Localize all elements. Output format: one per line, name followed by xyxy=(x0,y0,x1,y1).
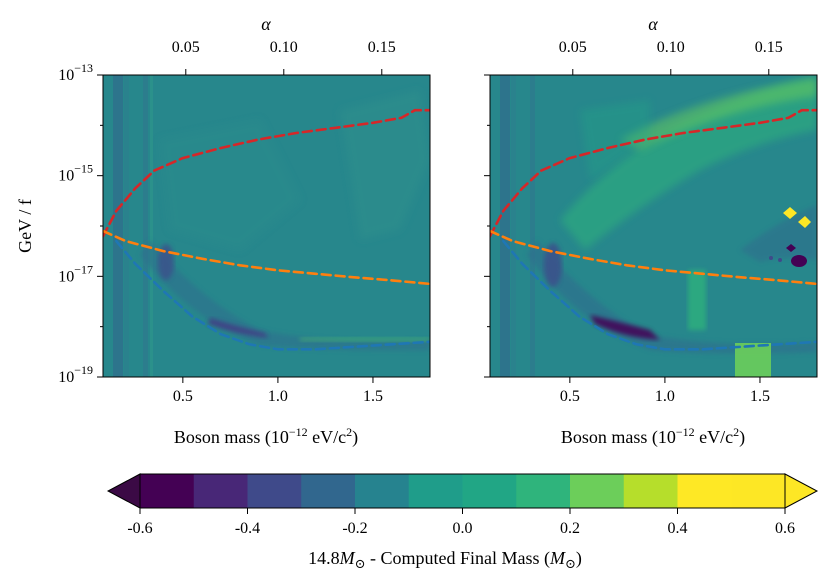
axis-ticks: 0.5 1.0 1.5 0.05 0.10 0.15 0.5 1.0 1.5 0.05 0.10 0.… xyxy=(58,39,783,405)
x-tick-label: 1.0 xyxy=(268,388,288,405)
left-contours xyxy=(103,75,430,377)
left-x-axis-label: Boson mass (10−12 eV/c2) xyxy=(174,425,358,448)
left-orange-boundary-curve xyxy=(103,229,430,286)
right-contours xyxy=(500,75,817,377)
right-dark-blob xyxy=(544,243,562,287)
colorbar-tick-label: 0.4 xyxy=(668,520,688,537)
right-deep-trough xyxy=(590,315,660,340)
x-tick-label: 1.5 xyxy=(750,388,770,405)
right-yellow-spot-2 xyxy=(798,216,811,228)
left-vertical-band-2 xyxy=(143,75,148,377)
colorbar-label: 14.8M⊙ - Computed Final Mass (M⊙) xyxy=(308,548,582,571)
colorbar-segment xyxy=(731,474,786,508)
colorbar-segment xyxy=(570,474,625,508)
top-tick-label: 0.15 xyxy=(755,39,783,56)
right-blue-boundary-curve xyxy=(501,239,817,351)
top-tick-label: 0.05 xyxy=(172,39,200,56)
colorbar-segment xyxy=(301,474,356,508)
left-blue-boundary-curve xyxy=(115,239,430,351)
colorbar-segment xyxy=(516,474,571,508)
left-curves xyxy=(103,108,430,351)
right-red-boundary-curve xyxy=(490,108,817,238)
right-top-axis-label: α xyxy=(648,14,658,34)
colorbar-over-arrow xyxy=(784,473,819,509)
colorbar xyxy=(106,473,819,509)
colorbar-segment xyxy=(140,474,195,508)
right-green-band xyxy=(560,76,817,250)
y-tick-label: 10−19 xyxy=(58,363,93,386)
top-tick-label: 0.10 xyxy=(657,39,685,56)
right-purple-spot-1 xyxy=(786,244,796,252)
x-tick-label: 1.5 xyxy=(363,388,383,405)
colorbar-tick-label: 0.2 xyxy=(560,520,580,537)
colorbar-segment xyxy=(193,474,248,508)
colorbar-tick-label: 0.6 xyxy=(775,520,795,537)
y-tick-label: 10−13 xyxy=(58,61,93,84)
right-green-column xyxy=(688,270,706,330)
top-tick-label: 0.05 xyxy=(559,39,587,56)
left-red-boundary-curve xyxy=(103,108,430,238)
top-tick-label: 0.15 xyxy=(368,39,396,56)
colorbar-ticks: -0.6 -0.4 -0.2 0.0 0.2 0.4 0.6 xyxy=(127,508,795,537)
right-yellow-spot-1 xyxy=(783,207,797,219)
right-panel xyxy=(490,75,817,377)
colorbar-segment xyxy=(355,474,410,508)
x-tick-label: 1.0 xyxy=(655,388,675,405)
colorbar-segment xyxy=(623,474,678,508)
colorbar-tick-label: -0.6 xyxy=(127,520,152,537)
right-purple-spot-2 xyxy=(791,255,807,267)
colorbar-segment xyxy=(247,474,302,508)
top-tick-label: 0.10 xyxy=(270,39,298,56)
left-dark-streak xyxy=(208,318,268,338)
left-vertical-band-1 xyxy=(113,75,123,377)
colorbar-segment xyxy=(677,474,732,508)
colorbar-segment xyxy=(408,474,463,508)
y-axis-label: GeV / f xyxy=(15,199,35,253)
x-tick-label: 0.5 xyxy=(560,388,580,405)
colorbar-tick-label: 0.0 xyxy=(453,520,473,537)
right-curves xyxy=(490,108,817,351)
colorbar-under-arrow xyxy=(106,473,141,509)
colorbar-tick-label: -0.2 xyxy=(342,520,367,537)
right-x-axis-label: Boson mass (10−12 eV/c2) xyxy=(561,425,745,448)
y-tick-label: 10−15 xyxy=(58,162,93,185)
colorbar-tick-label: -0.4 xyxy=(235,520,260,537)
x-tick-label: 0.5 xyxy=(173,388,193,405)
left-top-axis-label: α xyxy=(261,14,271,34)
right-bright-block xyxy=(735,343,771,377)
colorbar-segment xyxy=(462,474,517,508)
left-panel xyxy=(103,75,430,377)
right-orange-boundary-curve xyxy=(490,229,817,286)
y-tick-label: 10−17 xyxy=(58,262,93,285)
